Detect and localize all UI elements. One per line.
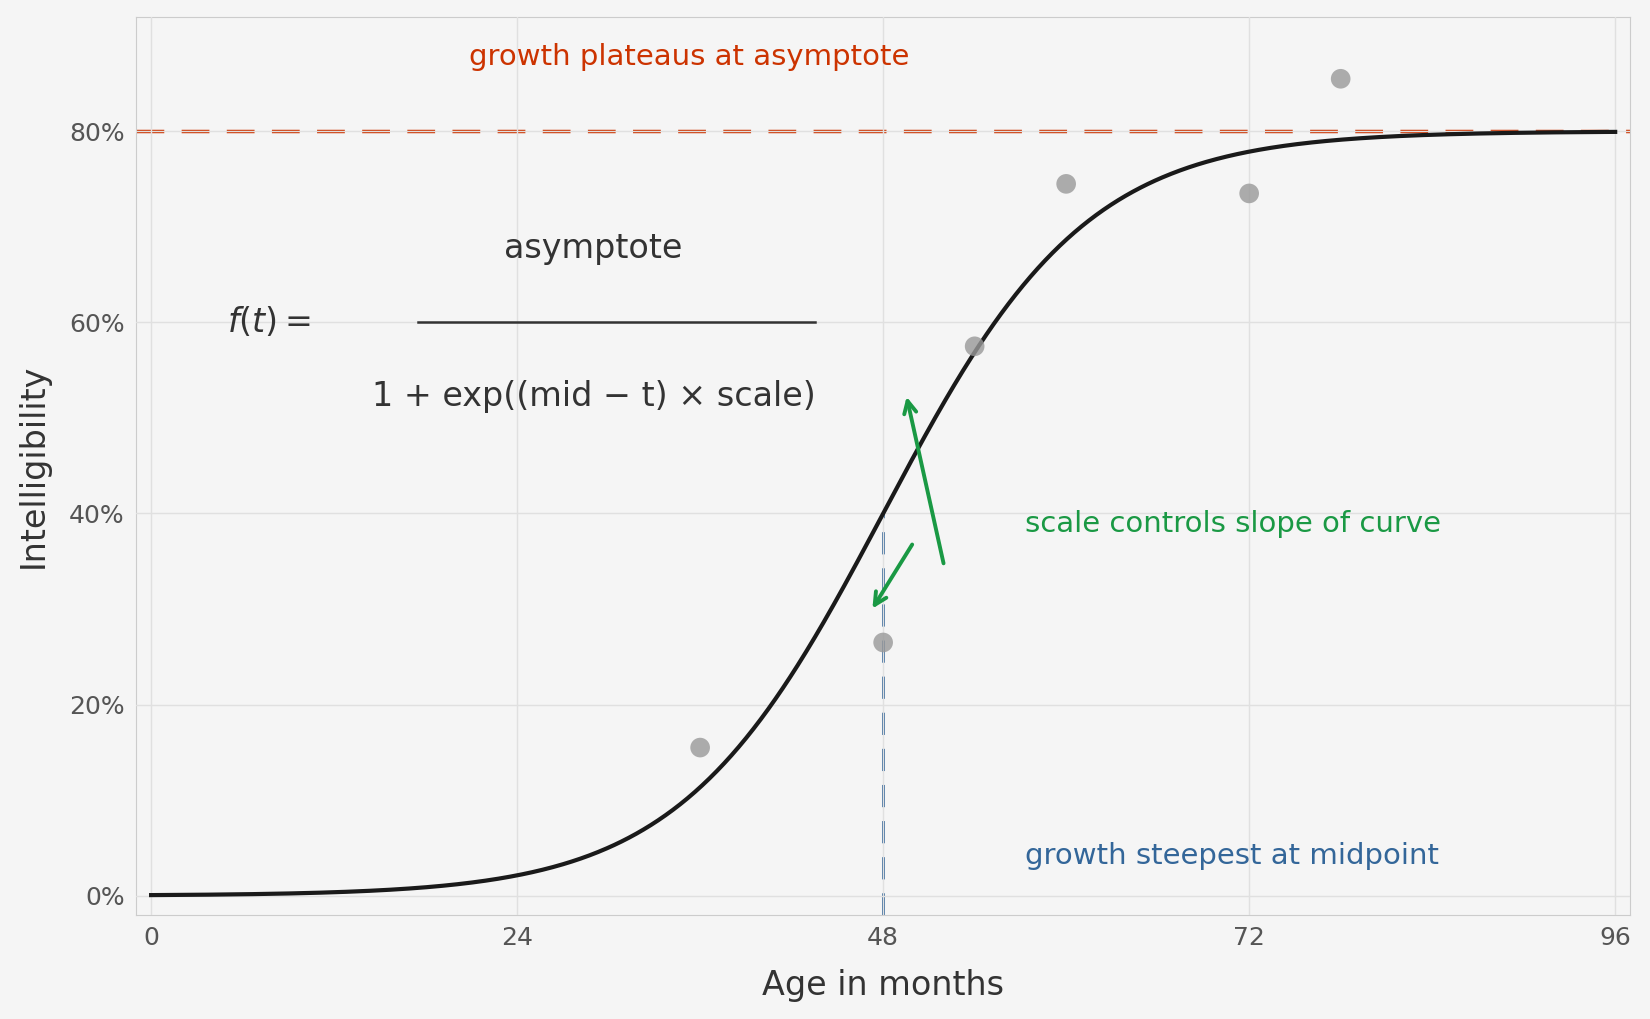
Text: scale controls slope of curve: scale controls slope of curve: [1025, 511, 1440, 538]
Point: [686, 740, 713, 756]
Point: [962, 338, 988, 355]
Y-axis label: Intelligibility: Intelligibility: [16, 364, 49, 568]
Text: growth plateaus at asymptote: growth plateaus at asymptote: [469, 43, 909, 71]
Point: [1328, 70, 1355, 87]
Text: growth steepest at midpoint: growth steepest at midpoint: [1025, 843, 1439, 870]
Text: 1 + exp((mid − t) × scale): 1 + exp((mid − t) × scale): [371, 380, 815, 413]
Point: [1236, 185, 1262, 202]
Text: $f(t) =$: $f(t) =$: [228, 306, 312, 339]
X-axis label: Age in months: Age in months: [762, 969, 1005, 1003]
Point: [870, 634, 896, 650]
Text: asymptote: asymptote: [505, 232, 683, 265]
Point: [1053, 175, 1079, 192]
